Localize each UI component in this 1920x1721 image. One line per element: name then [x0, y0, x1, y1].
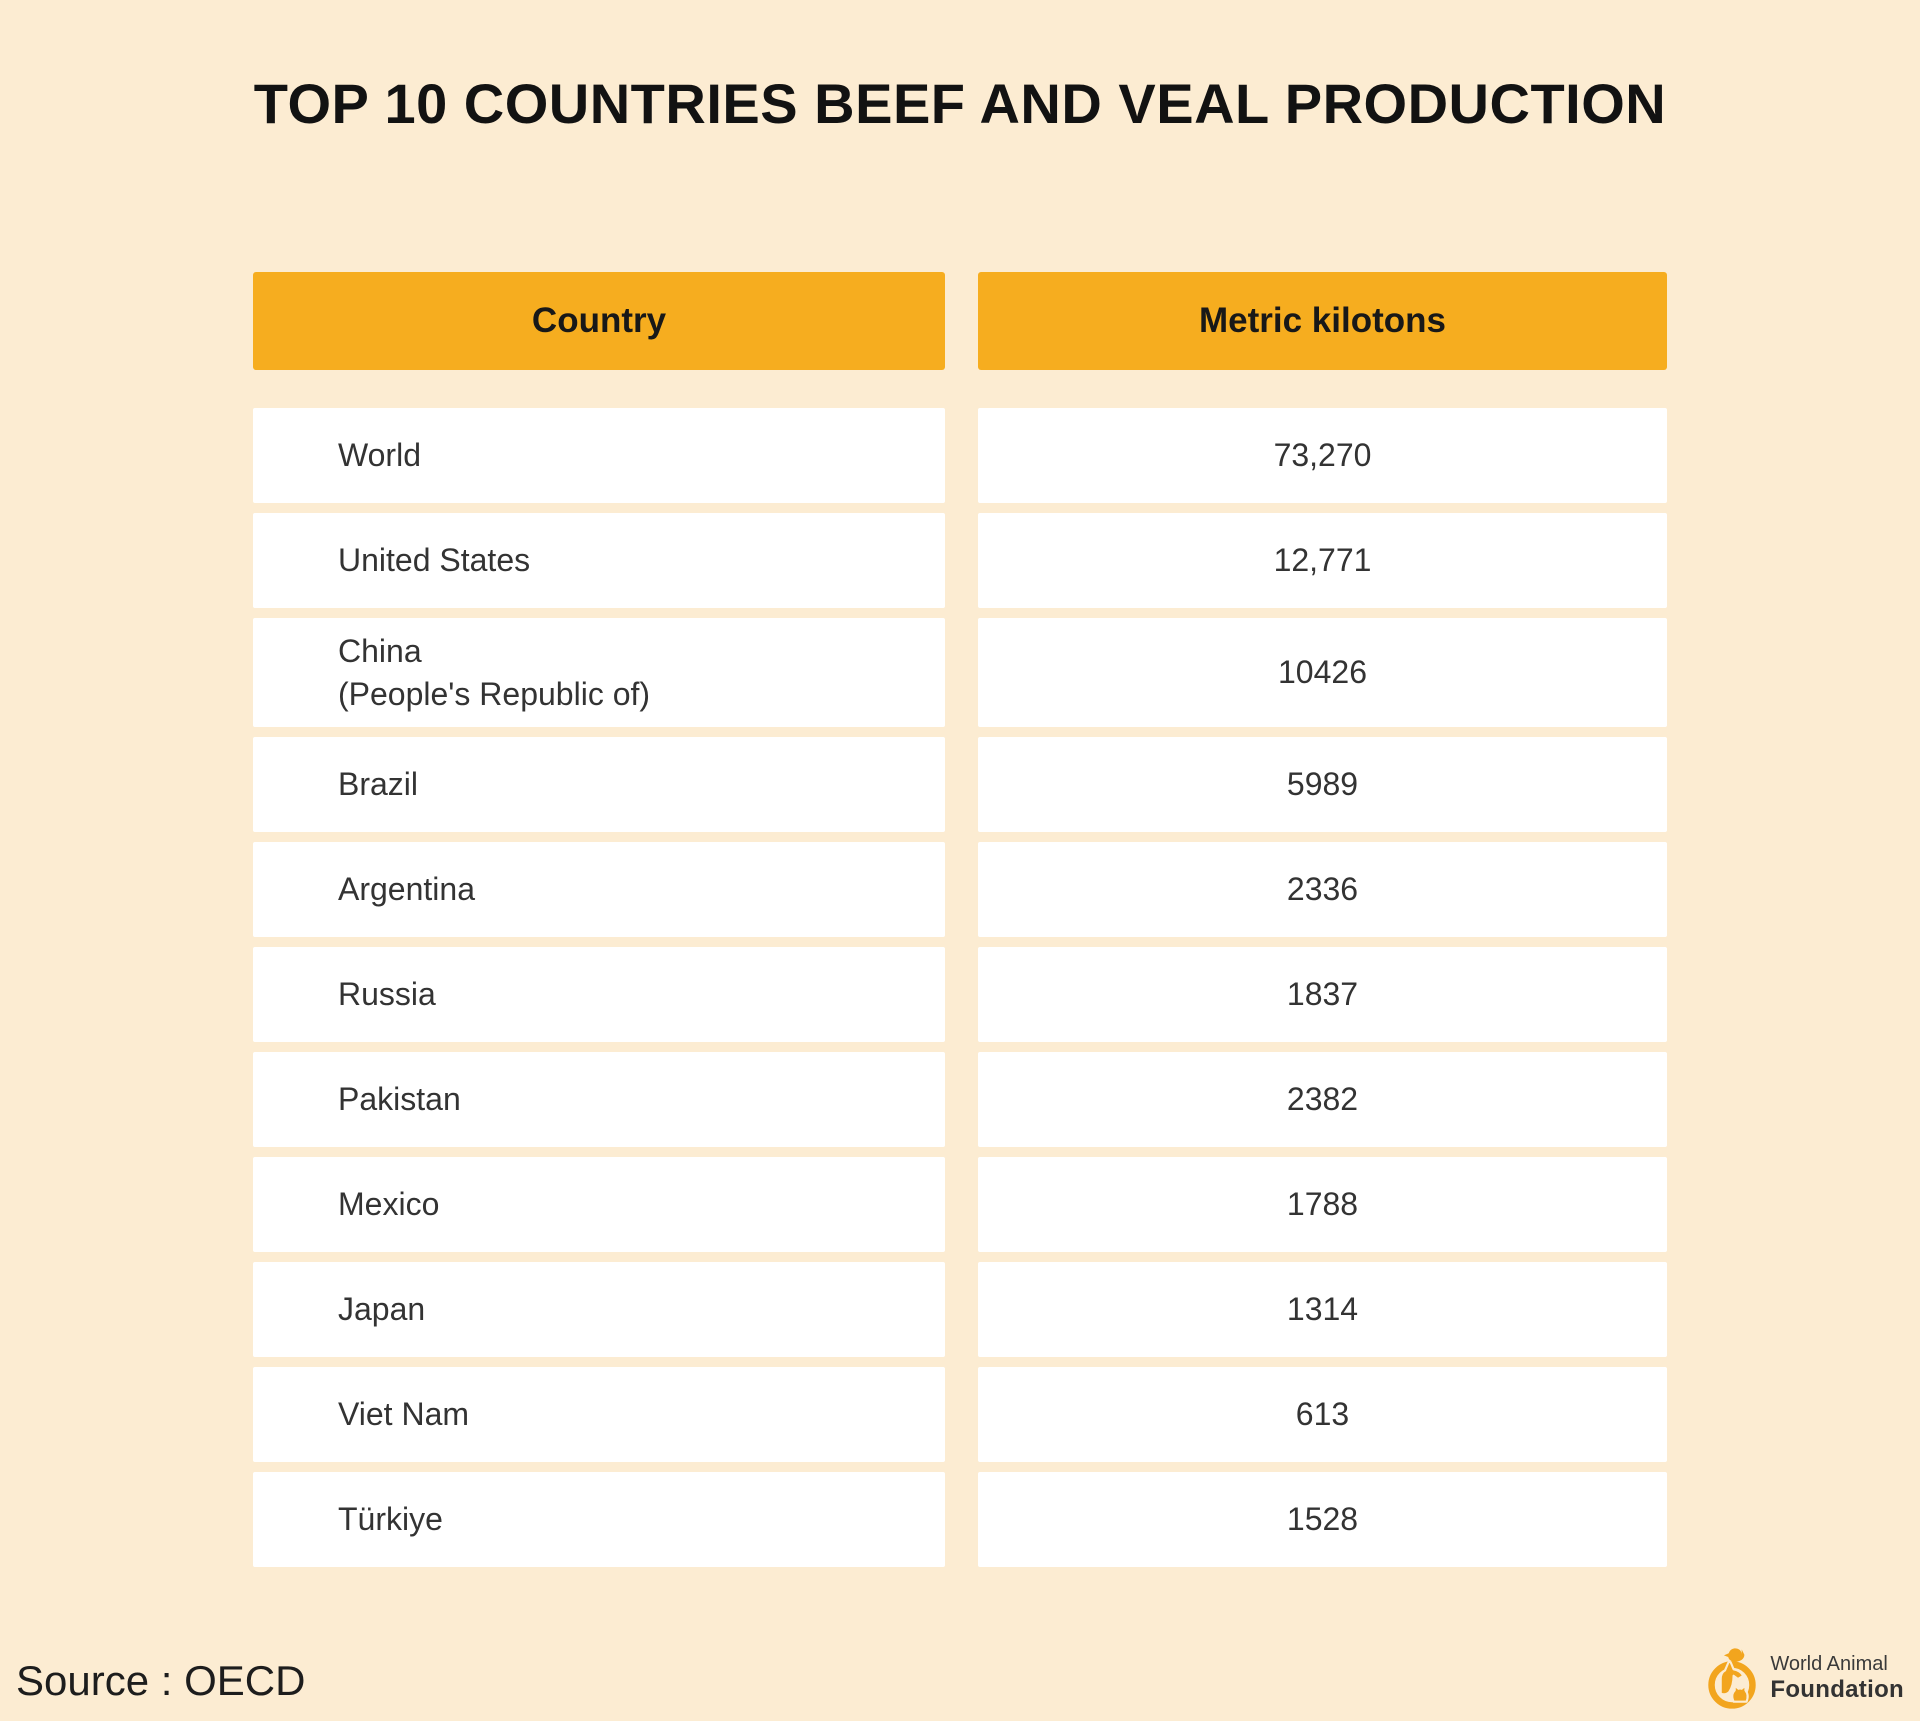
country-cell: Japan: [253, 1262, 945, 1358]
country-cell: Viet Nam: [253, 1367, 945, 1463]
page-title: TOP 10 COUNTRIES BEEF AND VEAL PRODUCTIO…: [253, 72, 1667, 135]
column-header-country: Country: [253, 272, 945, 370]
country-cell: United States: [253, 513, 945, 608]
table-header-row: Country Metric kilotons: [253, 272, 1667, 370]
country-cell: China (People's Republic of): [253, 618, 945, 728]
production-table: Country Metric kilotons World 73,270 Uni…: [253, 272, 1667, 1568]
world-animal-foundation-logo: World Animal Foundation: [1704, 1648, 1904, 1709]
value-cell: 1528: [978, 1472, 1667, 1568]
country-cell: World: [253, 408, 945, 503]
country-cell: Pakistan: [253, 1052, 945, 1148]
column-header-metric-kilotons: Metric kilotons: [978, 272, 1667, 370]
country-cell: Brazil: [253, 737, 945, 833]
source-label: Source : OECD: [16, 1657, 306, 1704]
country-cell: Türkiye: [253, 1472, 945, 1568]
value-cell: 5989: [978, 737, 1667, 833]
value-cell: 10426: [978, 618, 1667, 728]
country-cell: Argentina: [253, 842, 945, 938]
value-cell: 2382: [978, 1052, 1667, 1148]
country-cell: Russia: [253, 947, 945, 1043]
value-cell: 1837: [978, 947, 1667, 1043]
logo-text: World Animal Foundation: [1770, 1652, 1904, 1705]
logo-line1: World Animal: [1770, 1653, 1888, 1676]
value-cell: 1788: [978, 1157, 1667, 1253]
logo-line2: Foundation: [1770, 1676, 1904, 1704]
value-cell: 12,771: [978, 513, 1667, 608]
animal-circle-logo-icon: [1708, 1648, 1757, 1709]
country-cell: Mexico: [253, 1157, 945, 1253]
value-cell: 1314: [978, 1262, 1667, 1358]
value-cell: 2336: [978, 842, 1667, 938]
value-cell: 73,270: [978, 408, 1667, 503]
value-cell: 613: [978, 1367, 1667, 1463]
table-body: World 73,270 United States 12,771 China …: [253, 408, 1667, 1568]
